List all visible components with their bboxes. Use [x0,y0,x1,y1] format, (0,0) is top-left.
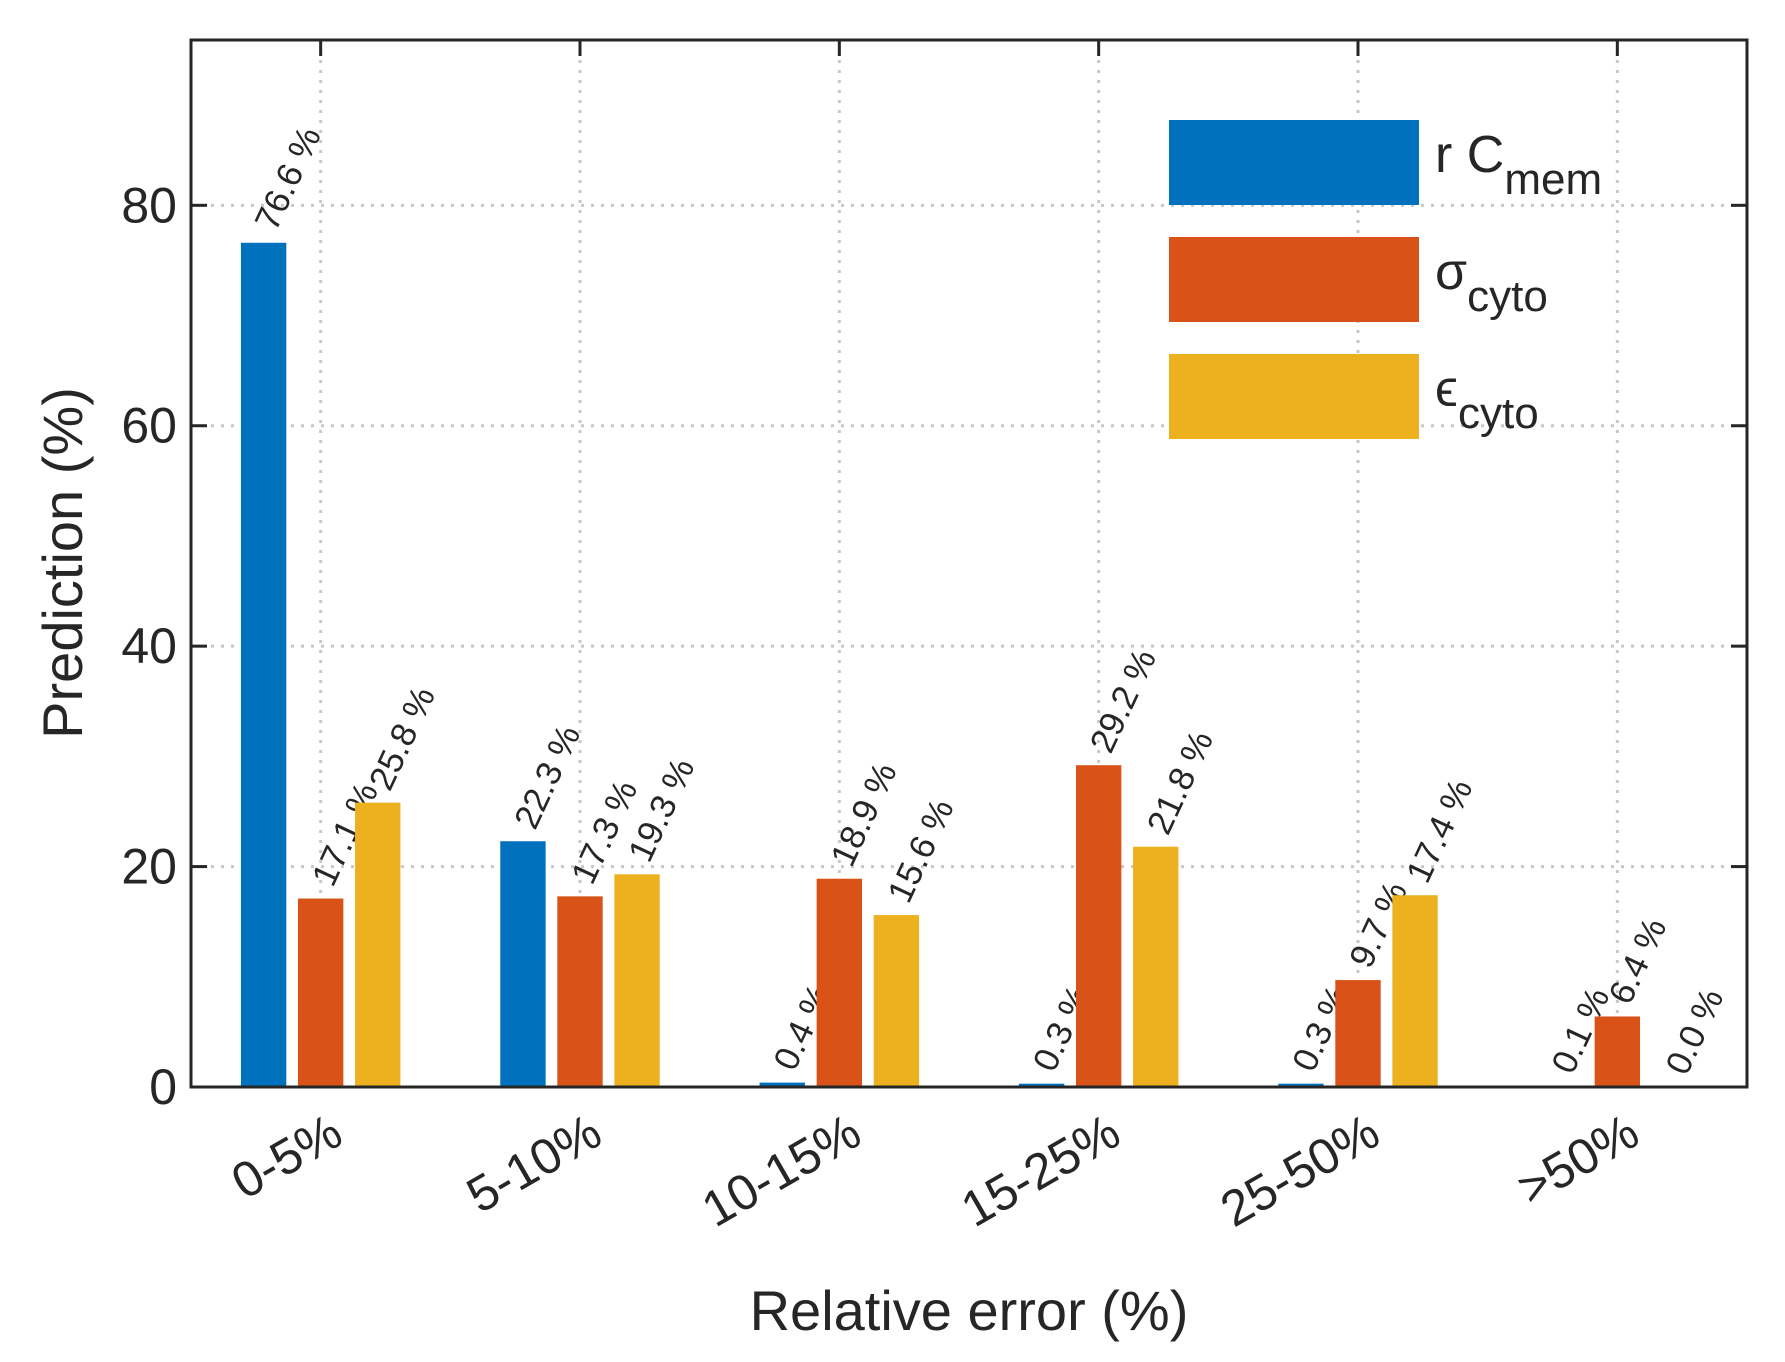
y-tick-label: 0 [149,1059,177,1115]
value-label: 0.0 % [1658,983,1731,1081]
bar [1278,1083,1324,1087]
bar [759,1082,805,1087]
x-axis-label: Relative error (%) [750,1279,1189,1342]
value-label: 29.2 % [1083,643,1164,758]
x-tick-label: >50% [1508,1103,1648,1216]
bar [355,802,401,1087]
x-tick-label: 0-5% [222,1103,351,1210]
y-axis-label: Prediction (%) [31,387,94,739]
bar [1133,846,1179,1087]
bar [1392,895,1438,1087]
bar [1075,765,1122,1087]
legend-label: r Cmem [1435,126,1602,204]
bar [816,878,863,1087]
bar [240,242,287,1088]
y-tick-label: 60 [121,398,177,454]
x-tick-label: 5-10% [457,1103,610,1224]
value-label: 76.6 % [248,121,329,236]
legend-name: ϵ [1435,360,1458,418]
y-tick-label: 20 [121,839,177,895]
legend-label: σcyto [1435,243,1548,321]
legend-subscript: cyto [1467,272,1548,321]
y-tick-label: 80 [121,177,177,233]
x-tick-label: 15-25% [952,1103,1129,1238]
value-label: 25.8 % [362,681,443,796]
legend-name: σ [1435,243,1467,301]
value-label: 6.4 % [1601,912,1674,1010]
value-label: 17.4 % [1399,773,1480,888]
plot-frame [189,38,1749,1089]
bar [873,915,920,1087]
legend-swatch [1169,237,1419,322]
bar [1018,1083,1065,1087]
x-tick-label: 10-15% [693,1103,870,1238]
bar [297,898,344,1087]
bar [557,896,603,1087]
bar [500,841,546,1087]
legend-subscript: mem [1504,155,1602,204]
value-label: 15.6 % [880,793,961,908]
legend-swatch [1169,354,1419,439]
value-label: 21.8 % [1140,725,1221,840]
legend-swatch [1169,120,1419,205]
bar [1594,1016,1641,1087]
value-label: 22.3 % [507,719,588,834]
legend-name: r C [1435,126,1504,184]
legend-subscript: cyto [1458,389,1539,438]
bar [1335,980,1381,1087]
bar [614,874,660,1087]
y-tick-label: 40 [121,618,177,674]
x-tick-label: 25-50% [1211,1103,1388,1238]
legend-label: ϵcyto [1435,360,1539,438]
value-label: 18.9 % [823,757,904,872]
